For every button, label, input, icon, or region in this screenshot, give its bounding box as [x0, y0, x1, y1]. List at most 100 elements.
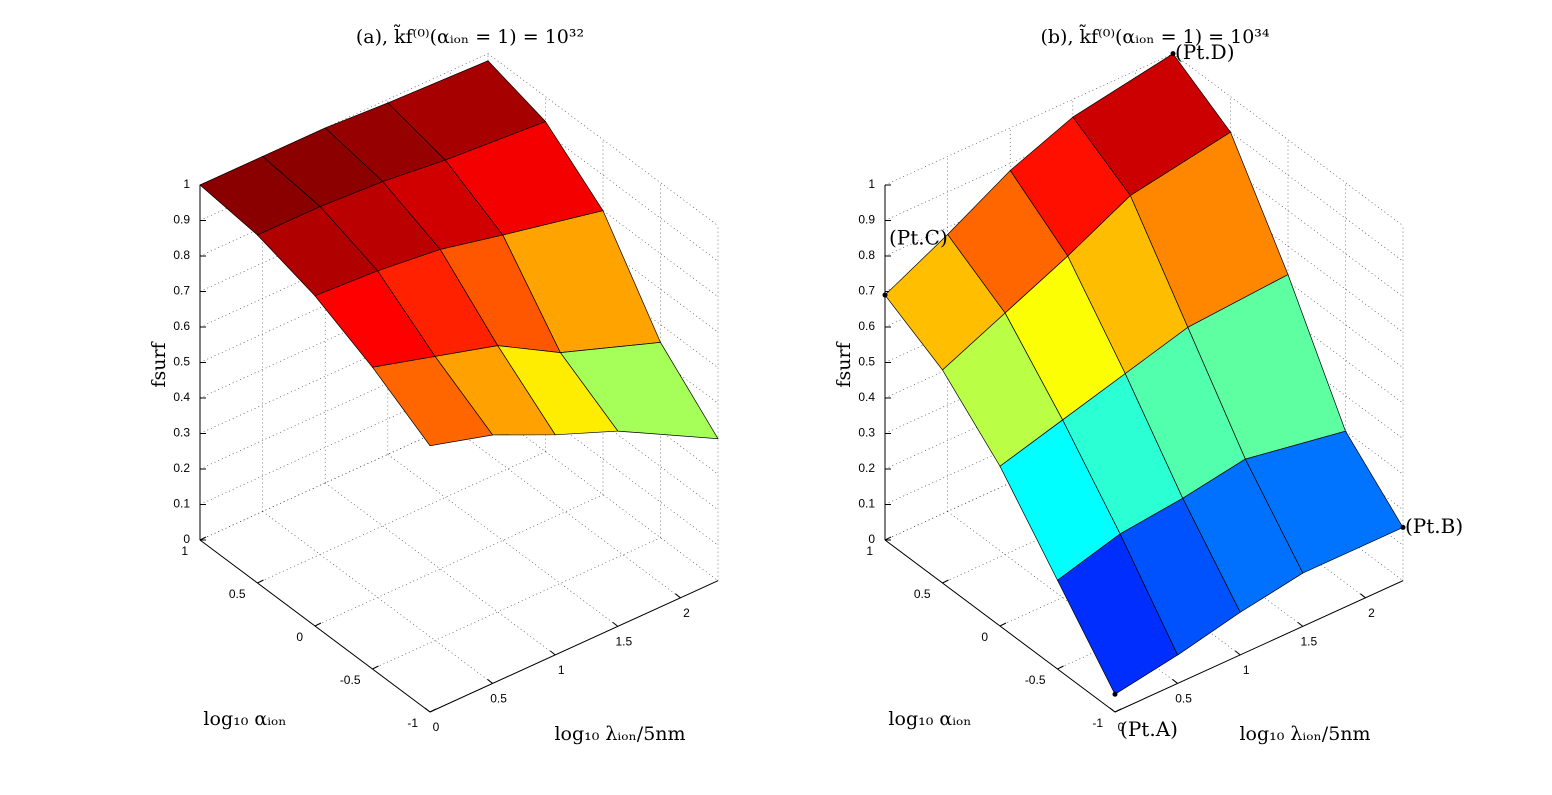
x-tick-label: 1.5 [615, 635, 632, 649]
x-tick-label: 1.5 [1300, 635, 1317, 649]
tick-mark [942, 579, 949, 584]
x-tick-label: 2 [683, 606, 690, 620]
z-tick-label: 0.5 [173, 355, 190, 369]
z-tick-label: 0.8 [173, 248, 190, 262]
annotation-point [1400, 524, 1406, 530]
grid-line [884, 266, 1174, 399]
z-tick-label: 1 [183, 177, 190, 191]
x-axis [1114, 580, 1404, 713]
tick-mark [257, 579, 264, 584]
z-tick-label: 0.4 [173, 390, 190, 404]
annotation-point [1170, 51, 1176, 57]
surface [199, 60, 719, 447]
y-axis-label: log₁₀ αᵢₒₙ [203, 708, 286, 730]
tick-mark [199, 536, 207, 541]
grid-line [884, 372, 1174, 505]
z-tick-label: 0.1 [858, 497, 875, 511]
grid-line [199, 230, 489, 363]
z-tick-label: 0.6 [858, 319, 875, 333]
annotation: (Pt.A) [1120, 717, 1178, 741]
z-tick-label: 0.2 [173, 461, 190, 475]
tick-mark [1172, 679, 1178, 684]
z-tick-label: 0.8 [858, 248, 875, 262]
grid-line [199, 159, 489, 292]
annotation-point [1112, 691, 1118, 697]
surface-patch [1057, 533, 1179, 695]
y-tick-label: 1 [866, 544, 873, 558]
y-tick-label: 0 [296, 630, 303, 644]
z-tick-label: 0 [868, 532, 875, 546]
x-tick-label: 2 [1368, 606, 1375, 620]
grid-line [199, 337, 489, 470]
grid-line [884, 53, 1174, 186]
tick-mark [1234, 650, 1241, 656]
grid-line [884, 301, 1174, 434]
x-tick-label: 0 [1118, 720, 1125, 734]
x-tick-label: 1 [558, 663, 565, 677]
annotation: (Pt.B) [1405, 514, 1463, 538]
tick-mark [612, 621, 619, 627]
x-axis-label: log₁₀ λᵢₒₙ/5nm [1239, 723, 1370, 745]
grid-line [199, 124, 489, 257]
z-tick-label: 0.9 [173, 213, 190, 227]
grid-line [387, 454, 619, 627]
grid-line [942, 451, 1231, 584]
grid-line [314, 494, 604, 627]
z-tick-label: 0 [183, 532, 190, 546]
tick-mark [549, 650, 556, 656]
x-tick-label: 0 [433, 720, 440, 734]
tick-mark [314, 622, 322, 627]
tick-mark [1360, 593, 1366, 599]
y-tick-label: -0.5 [340, 673, 361, 687]
tick-mark [884, 536, 892, 541]
z-tick-label: 0.6 [173, 319, 190, 333]
chart-title: (a), k̃f⁽⁰⁾(αᵢₒₙ = 1) = 10³² [356, 25, 584, 48]
z-tick-label: 0.1 [173, 497, 190, 511]
grid-line [372, 537, 661, 670]
y-tick-label: 0.5 [229, 587, 246, 601]
grid-line [325, 482, 556, 656]
y-tick-label: 0.5 [914, 587, 931, 601]
grid-line [884, 124, 1174, 257]
x-tick-label: 1 [1243, 663, 1250, 677]
z-tick-label: 0.5 [858, 355, 875, 369]
z-tick-label: 0.2 [858, 461, 875, 475]
grid-line [199, 266, 489, 399]
tick-mark [1297, 621, 1304, 627]
z-tick-label: 0.7 [173, 284, 190, 298]
grid-line [199, 195, 489, 328]
z-axis-label: fsurf [833, 340, 855, 387]
y-axis-label: log₁₀ αᵢₒₙ [888, 708, 971, 730]
y-axis [884, 539, 1116, 713]
tick-mark [675, 593, 681, 599]
grid-line [199, 408, 489, 541]
x-axis-label: log₁₀ λᵢₒₙ/5nm [554, 723, 685, 745]
x-axis [429, 580, 719, 713]
annotation-point [882, 292, 888, 298]
z-tick-label: 0.7 [858, 284, 875, 298]
x-tick-label: 0.5 [490, 692, 507, 706]
grid-line [257, 451, 546, 584]
annotation: (Pt.D) [1175, 40, 1235, 64]
y-tick-label: -0.5 [1025, 673, 1046, 687]
tick-mark [1057, 665, 1064, 670]
grid-line [999, 494, 1289, 627]
grid-line [884, 408, 1174, 541]
y-tick-label: -1 [407, 716, 418, 730]
annotation: (Pt.C) [889, 226, 948, 250]
grid-line [884, 337, 1174, 470]
x-tick-label: 0.5 [1175, 692, 1192, 706]
surface [884, 53, 1404, 695]
grid-line [199, 372, 489, 505]
z-tick-label: 0.4 [858, 390, 875, 404]
chart-title: (b), k̃f⁽⁰⁾(αᵢₒₙ = 1) = 10³⁴ [1040, 25, 1269, 48]
z-tick-label: 0.3 [858, 426, 875, 440]
grid-line [450, 425, 681, 599]
grid-line [199, 301, 489, 434]
z-axis-label: fsurf [148, 340, 170, 387]
z-tick-label: 0.3 [173, 426, 190, 440]
tick-mark [372, 665, 379, 670]
surface-patch [371, 356, 494, 447]
y-tick-label: 1 [181, 544, 188, 558]
